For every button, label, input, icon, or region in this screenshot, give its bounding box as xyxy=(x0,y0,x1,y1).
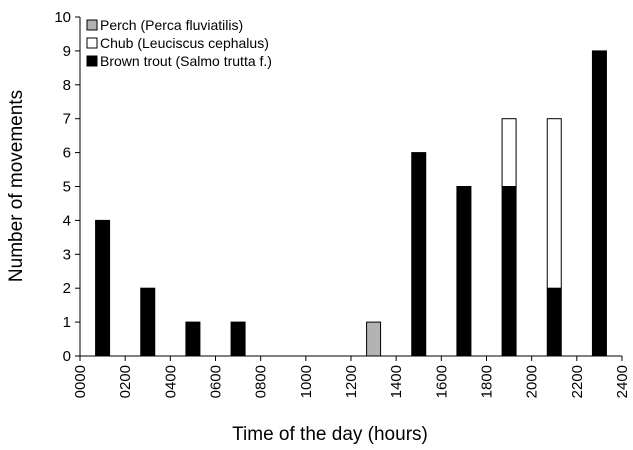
x-tick-label: 0200 xyxy=(117,365,134,398)
y-tick-label: 1 xyxy=(63,314,71,331)
x-tick-label: 0600 xyxy=(208,365,225,398)
x-tick-label: 1000 xyxy=(298,365,315,398)
x-tick-label: 0800 xyxy=(253,365,270,398)
x-tick-label: 1800 xyxy=(479,365,496,398)
bar-segment xyxy=(140,287,156,357)
y-tick-label: 5 xyxy=(63,179,71,196)
legend-swatch xyxy=(86,55,98,67)
y-tick-label: 8 xyxy=(63,77,71,94)
y-tick-label: 0 xyxy=(63,348,71,365)
x-axis-label: Time of the day (hours) xyxy=(232,424,428,445)
y-tick-label: 2 xyxy=(63,280,71,297)
bar-segment xyxy=(501,118,517,187)
bar-segment xyxy=(95,219,111,357)
bar-segment xyxy=(546,287,562,357)
x-tick-label: 0000 xyxy=(72,365,89,398)
y-tick-label: 10 xyxy=(54,9,71,26)
x-tick-label: 1200 xyxy=(343,365,360,398)
x-tick-label: 1600 xyxy=(433,365,450,398)
y-tick-label: 4 xyxy=(63,212,71,229)
legend-label: Perch (Perca fluviatilis) xyxy=(100,17,243,33)
bar-segment xyxy=(185,321,201,357)
bar-segment xyxy=(546,118,562,289)
legend-swatch xyxy=(86,19,98,31)
bar-segment xyxy=(501,186,517,357)
bar-segment xyxy=(230,321,246,357)
x-tick-label: 2000 xyxy=(524,365,541,398)
bar-segment xyxy=(456,186,472,357)
bar-segment xyxy=(411,152,427,357)
legend-label: Brown trout (Salmo trutta f.) xyxy=(100,53,272,69)
x-tick-label: 0400 xyxy=(162,365,179,398)
y-tick-label: 3 xyxy=(63,246,71,263)
x-tick-label: 2200 xyxy=(569,365,586,398)
y-axis-label: Number of movements xyxy=(6,90,27,282)
x-tick-label: 1400 xyxy=(388,365,405,398)
legend-swatch xyxy=(86,37,98,49)
bar-segment xyxy=(591,50,607,357)
y-tick-label: 6 xyxy=(63,145,71,162)
y-tick-label: 9 xyxy=(63,43,71,60)
bar-segment xyxy=(366,321,382,357)
x-tick-label: 2400 xyxy=(614,365,631,398)
legend-label: Chub (Leuciscus cephalus) xyxy=(100,35,269,51)
y-tick-label: 7 xyxy=(63,111,71,128)
